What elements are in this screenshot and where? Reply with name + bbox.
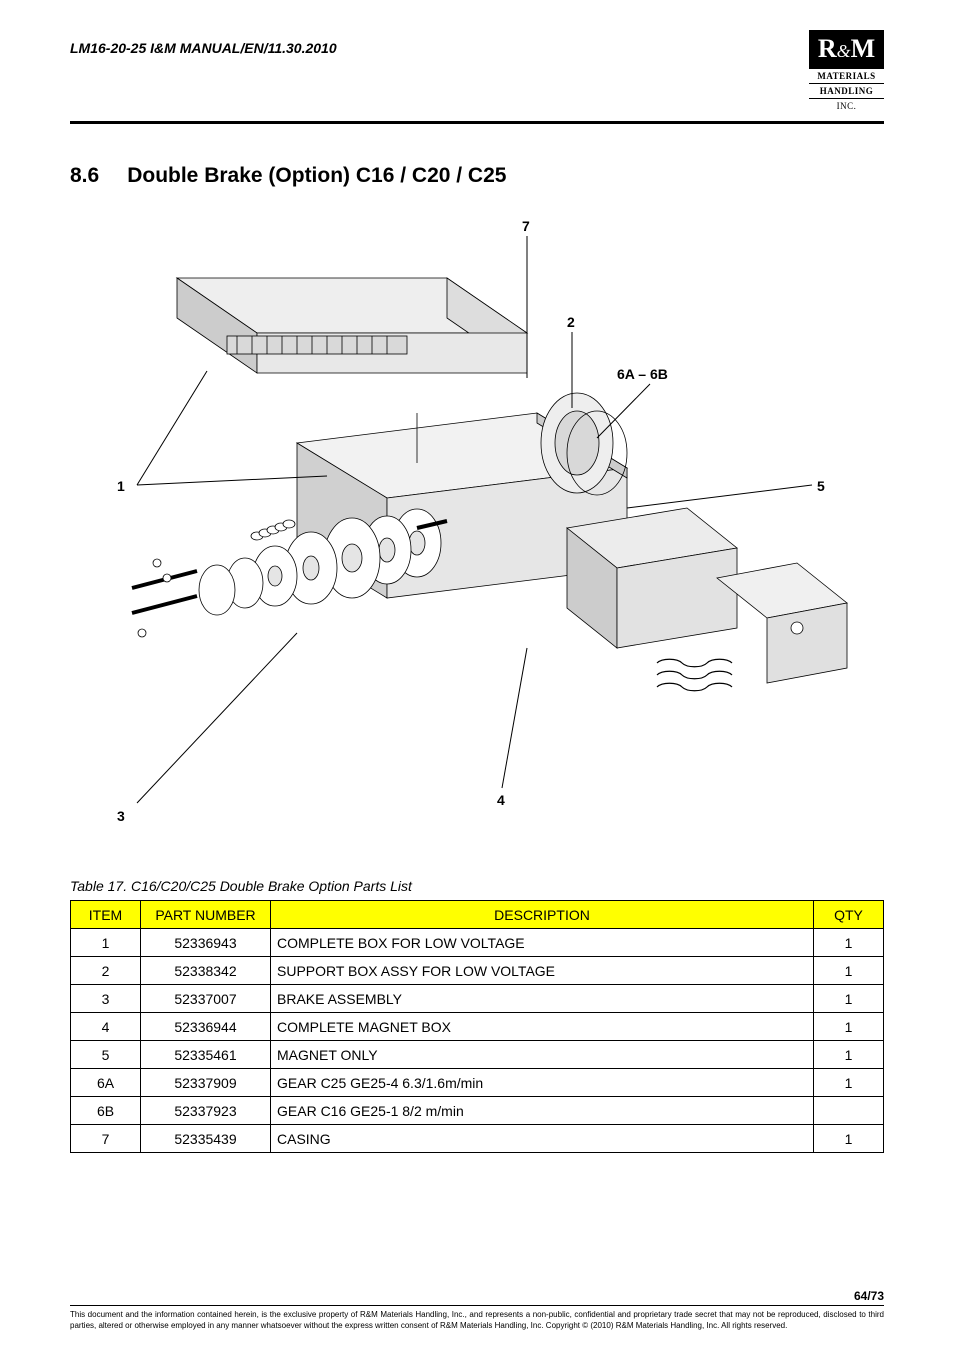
callout-4: 4 — [497, 792, 505, 808]
callout-2: 2 — [567, 314, 575, 330]
table-row: 452336944COMPLETE MAGNET BOX1 — [71, 1013, 884, 1041]
section-title: Double Brake (Option) C16 / C20 / C25 — [127, 164, 506, 188]
exploded-view-diagram: 7 2 6A – 6B 1 5 4 3 — [97, 218, 857, 838]
lead-3 — [137, 633, 297, 803]
section-heading: 8.6 Double Brake (Option) C16 / C20 / C2… — [70, 164, 884, 188]
callout-6a6b: 6A – 6B — [617, 366, 668, 382]
table-header-row: ITEM PART NUMBER DESCRIPTION QTY — [71, 901, 884, 929]
machinery-illustration — [132, 278, 847, 691]
table-row: 252338342SUPPORT BOX ASSY FOR LOW VOLTAG… — [71, 957, 884, 985]
section-number: 8.6 — [70, 164, 99, 188]
page-header: LM16-20-25 I&M MANUAL/EN/11.30.2010 R&M … — [70, 30, 884, 113]
table-row: 552335461MAGNET ONLY1 — [71, 1041, 884, 1069]
table-row: 6B52337923GEAR C16 GE25-1 8/2 m/min — [71, 1097, 884, 1125]
callout-7: 7 — [522, 218, 530, 234]
col-qty: QTY — [814, 901, 884, 929]
col-partnumber: PART NUMBER — [141, 901, 271, 929]
page-number: 64/73 — [70, 1289, 884, 1303]
table-row: 752335439CASING1 — [71, 1125, 884, 1153]
table-row: 152336943COMPLETE BOX FOR LOW VOLTAGE1 — [71, 929, 884, 957]
parts-table: ITEM PART NUMBER DESCRIPTION QTY 1523369… — [70, 900, 884, 1153]
table-row: 6A52337909GEAR C25 GE25-4 6.3/1.6m/min1 — [71, 1069, 884, 1097]
callout-5: 5 — [817, 478, 825, 494]
table-row: 352337007BRAKE ASSEMBLY1 — [71, 985, 884, 1013]
logo-icon: R&M MATERIALS HANDLING INC. — [809, 30, 884, 113]
callout-1: 1 — [117, 478, 125, 494]
page-footer: 64/73 This document and the information … — [70, 1289, 884, 1331]
document-id: LM16-20-25 I&M MANUAL/EN/11.30.2010 — [70, 30, 337, 56]
lead-4 — [502, 648, 527, 788]
lead-5 — [627, 485, 812, 508]
callout-3: 3 — [117, 808, 125, 824]
footer-rule — [70, 1305, 884, 1306]
table-caption: Table 17. C16/C20/C25 Double Brake Optio… — [70, 878, 884, 894]
lead-1b — [137, 371, 207, 485]
col-item: ITEM — [71, 901, 141, 929]
legal-notice: This document and the information contai… — [70, 1310, 884, 1331]
header-divider — [70, 121, 884, 124]
col-description: DESCRIPTION — [271, 901, 814, 929]
